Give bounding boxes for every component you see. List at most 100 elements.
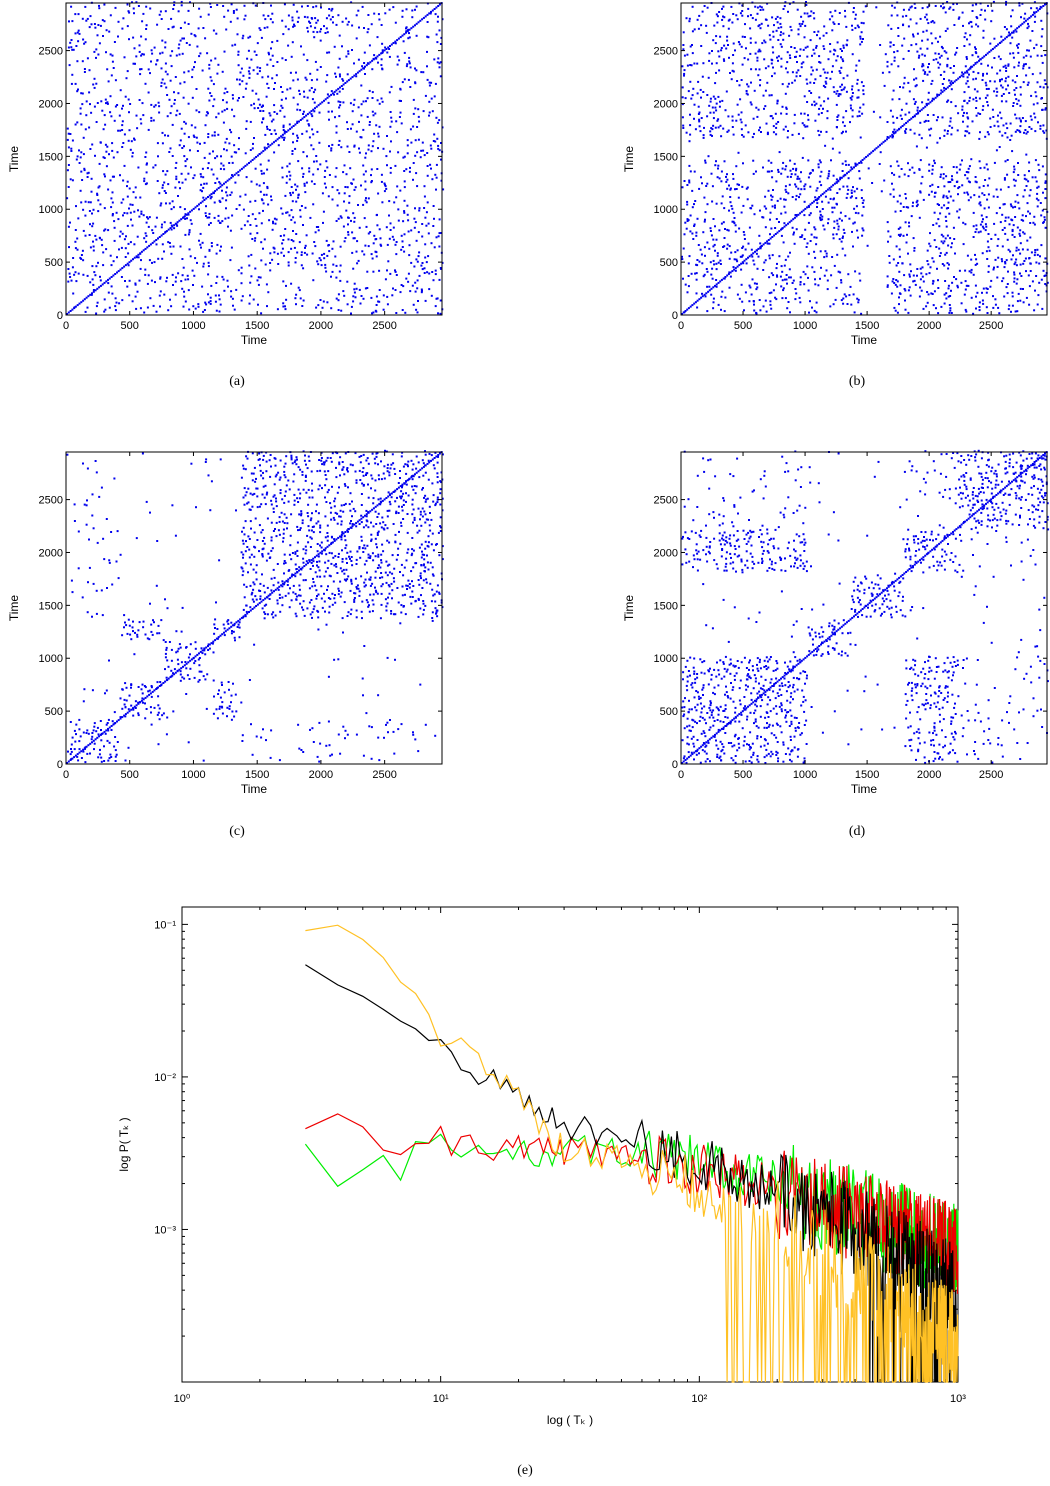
recurrence-point <box>180 127 183 130</box>
recurrence-point <box>809 203 812 206</box>
recurrence-point <box>128 129 131 132</box>
recurrence-point <box>126 632 129 635</box>
recurrence-point <box>183 21 186 24</box>
recurrence-point <box>994 233 997 236</box>
recurrence-point <box>916 50 919 53</box>
recurrence-point <box>371 312 373 315</box>
recurrence-point <box>715 102 718 105</box>
recurrence-point <box>141 102 144 105</box>
recurrence-point <box>749 52 752 55</box>
recurrence-point <box>138 215 141 218</box>
recurrence-point <box>252 142 254 145</box>
recurrence-point <box>296 20 299 23</box>
recurrence-point <box>271 142 274 145</box>
recurrence-point <box>121 688 124 691</box>
recurrence-point <box>223 15 226 18</box>
recurrence-point <box>105 518 108 520</box>
recurrence-point <box>312 6 315 9</box>
recurrence-point <box>312 30 315 33</box>
recurrence-point <box>400 248 403 251</box>
recurrence-point <box>937 66 940 69</box>
recurrence-point <box>73 273 76 276</box>
recurrence-point <box>705 292 708 295</box>
recurrence-point <box>712 307 715 310</box>
recurrence-point <box>688 17 691 20</box>
recurrence-point <box>171 200 174 203</box>
recurrence-point <box>228 178 231 181</box>
recurrence-point <box>147 225 150 228</box>
recurrence-point <box>151 633 154 636</box>
recurrence-point <box>281 133 284 136</box>
caption-a: (a) <box>229 374 245 389</box>
recurrence-point <box>974 231 977 233</box>
recurrence-point <box>132 191 135 194</box>
recurrence-point <box>421 268 424 271</box>
recurrence-point <box>198 203 200 206</box>
recurrence-point <box>205 205 207 208</box>
recurrence-point <box>432 279 435 282</box>
recurrence-point <box>770 227 773 230</box>
recurrence-point <box>928 70 931 73</box>
recurrence-point <box>796 8 799 11</box>
recurrence-point <box>324 263 327 266</box>
recurrence-point <box>244 193 247 196</box>
recurrence-point <box>100 739 103 742</box>
recurrence-point <box>813 270 816 273</box>
recurrence-point <box>97 53 100 56</box>
recurrence-point <box>1019 287 1022 290</box>
recurrence-point <box>334 116 336 119</box>
recurrence-point <box>419 19 422 22</box>
recurrence-point <box>947 181 950 184</box>
recurrence-point <box>250 275 253 278</box>
recurrence-point <box>1016 75 1018 77</box>
x-tick-label: 0 <box>678 320 684 332</box>
recurrence-point <box>1003 226 1006 229</box>
recurrence-point <box>280 104 283 107</box>
recurrence-point <box>987 246 990 249</box>
recurrence-point <box>989 42 992 45</box>
recurrence-point <box>810 92 813 94</box>
recurrence-point <box>824 144 827 147</box>
recurrence-point <box>690 64 693 67</box>
recurrence-point <box>806 101 809 103</box>
recurrence-point <box>208 223 210 226</box>
recurrence-point <box>807 159 810 162</box>
recurrence-point <box>814 119 817 122</box>
recurrence-point <box>829 11 832 14</box>
recurrence-point <box>372 114 375 117</box>
recurrence-point <box>788 54 791 57</box>
recurrence-point <box>430 167 432 170</box>
recurrence-point <box>414 81 417 84</box>
recurrence-point <box>150 279 153 282</box>
recurrence-point <box>815 236 818 239</box>
recurrence-point <box>71 591 74 594</box>
recurrence-point <box>117 129 120 132</box>
recurrence-point <box>1023 63 1026 66</box>
recurrence-point <box>965 70 968 73</box>
recurrence-point <box>333 93 335 96</box>
recurrence-point <box>944 253 947 256</box>
recurrence-point <box>986 258 989 260</box>
recurrence-point <box>426 35 429 38</box>
recurrence-point <box>932 304 935 307</box>
recurrence-point <box>406 204 409 207</box>
recurrence-point <box>416 287 419 290</box>
recurrence-point <box>436 121 439 124</box>
recurrence-point <box>426 152 429 154</box>
recurrence-point <box>160 226 163 229</box>
recurrence-point <box>108 757 111 760</box>
recurrence-point <box>413 217 416 220</box>
recurrence-point <box>285 175 288 178</box>
recurrence-point <box>85 732 88 734</box>
recurrence-point <box>735 119 738 122</box>
recurrence-point <box>161 186 164 189</box>
recurrence-point <box>809 39 812 42</box>
recurrence-point <box>787 301 790 303</box>
recurrence-point <box>1042 220 1045 223</box>
recurrence-point <box>207 265 210 268</box>
recurrence-point <box>236 78 238 81</box>
recurrence-point <box>273 104 276 107</box>
recurrence-point <box>215 32 218 35</box>
recurrence-point <box>97 24 100 26</box>
recurrence-point <box>173 99 176 101</box>
